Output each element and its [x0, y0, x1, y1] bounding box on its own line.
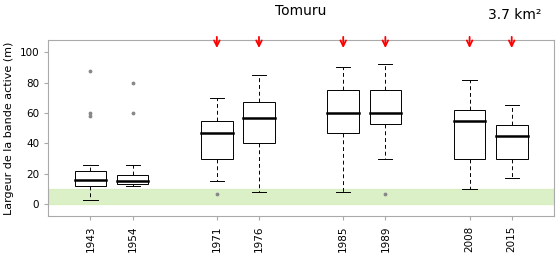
Bar — [201, 121, 233, 159]
Bar — [328, 90, 359, 133]
Text: 3.7 km²: 3.7 km² — [488, 8, 541, 22]
Y-axis label: Largeur de la bande active (m): Largeur de la bande active (m) — [4, 41, 14, 215]
Title: Tomuru: Tomuru — [276, 4, 327, 18]
Bar — [496, 125, 527, 159]
Bar — [454, 110, 485, 159]
Bar — [49, 189, 554, 204]
Bar — [369, 90, 401, 124]
Bar — [75, 171, 106, 186]
Bar — [243, 102, 275, 143]
Bar — [117, 175, 148, 184]
